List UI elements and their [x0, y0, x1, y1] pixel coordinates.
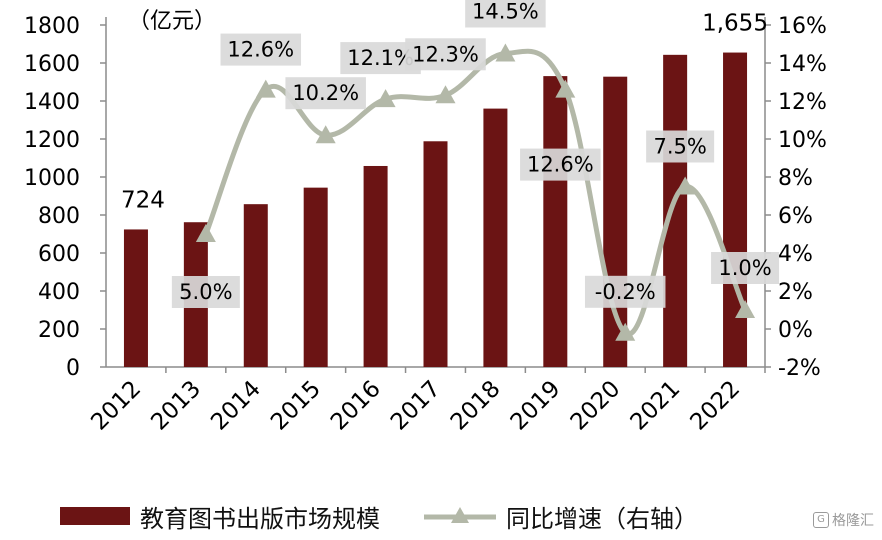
growth-data-label: 12.3%: [412, 42, 479, 66]
right-tick-label: 16%: [778, 14, 827, 39]
bar: [723, 52, 748, 368]
legend: 教育图书出版市场规模 同比增速（右轴）: [60, 496, 850, 536]
right-tick-label: 6%: [778, 204, 813, 229]
growth-data-label: 5.0%: [179, 280, 232, 304]
bar: [603, 76, 628, 368]
growth-data-label: 10.2%: [292, 81, 359, 105]
legend-bar-swatch: [60, 507, 130, 525]
right-tick-label: 12%: [778, 90, 827, 115]
left-tick-label: 800: [38, 204, 80, 229]
growth-label-box: [405, 38, 486, 71]
growth-data-label: 12.1%: [347, 46, 414, 70]
right-tick-label: 2%: [778, 280, 813, 305]
growth-data-label: 12.6%: [527, 153, 594, 177]
x-tick-label: 2014: [206, 376, 266, 436]
growth-marker: [375, 89, 396, 108]
growth-label-box: [171, 276, 240, 308]
growth-label-box: [584, 275, 666, 308]
growth-marker: [255, 79, 276, 98]
growth-data-label: 14.5%: [472, 0, 539, 24]
growth-label-box: [646, 130, 715, 163]
left-tick-label: 1800: [24, 14, 80, 39]
x-tick-label: 2016: [326, 376, 386, 436]
right-tick-label: 10%: [778, 128, 827, 153]
left-axis: （亿元）: [128, 9, 216, 34]
left-tick-label: 1400: [24, 90, 80, 115]
growth-marker: [435, 85, 456, 104]
growth-marker: [675, 176, 696, 195]
growth-data-label: -0.2%: [595, 280, 656, 304]
growth-marker: [195, 224, 216, 242]
growth-marker: [315, 125, 336, 144]
right-tick-label: 14%: [778, 52, 827, 77]
left-axis-unit: （亿元）: [128, 9, 216, 34]
growth-label-box: [711, 252, 780, 284]
left-tick-label: 200: [38, 318, 80, 343]
bar: [243, 204, 268, 367]
x-tick-label: 2019: [506, 376, 566, 436]
bar: [543, 76, 568, 368]
bar-data-label: 1,655: [702, 11, 768, 37]
bar: [363, 165, 388, 367]
x-tick-label: 2018: [446, 376, 506, 436]
growth-data-label: 1.0%: [718, 256, 771, 280]
left-tick-label: 400: [38, 280, 80, 305]
x-tick-label: 2013: [146, 376, 206, 436]
growth-label-box: [520, 148, 601, 181]
right-tick-label: 8%: [778, 166, 813, 191]
bar: [303, 187, 328, 367]
chart-canvas: （亿元） 0 200 400 600 800 1000 1200 1400 1600 1800 -2…: [24, 0, 827, 436]
right-tick-label: -2%: [778, 356, 821, 381]
left-tick-label: 1200: [24, 128, 80, 153]
legend-line-label: 同比增速（右轴）: [506, 504, 698, 533]
growth-data-label: 12.6%: [227, 38, 294, 62]
left-tick-label: 0: [66, 356, 80, 381]
watermark: G 格隆汇: [813, 510, 874, 530]
bar-data-label: 724: [121, 187, 165, 213]
growth-marker: [735, 300, 756, 318]
growth-label-box: [285, 77, 366, 110]
growth-label-box: [465, 0, 546, 28]
right-tick-label: 4%: [778, 242, 813, 267]
growth-marker: [555, 79, 576, 98]
watermark-text: 格隆汇: [832, 513, 874, 529]
bar: [483, 108, 508, 367]
x-tick-label: 2022: [686, 376, 746, 436]
growth-marker: [615, 322, 636, 341]
x-tick-label: 2012: [86, 376, 146, 436]
x-tick-label: 2017: [386, 376, 446, 436]
left-tick-label: 1600: [24, 52, 80, 77]
legend-item-line: 同比增速（右轴）: [422, 499, 698, 534]
growth-label-box: [220, 33, 302, 66]
growth-data-label: 7.5%: [653, 135, 706, 159]
right-tick-label: 0%: [778, 318, 813, 343]
bar: [123, 229, 148, 367]
growth-marker: [495, 43, 516, 62]
left-tick-label: 1000: [24, 166, 80, 191]
legend-item-bars: 教育图书出版市场规模: [60, 499, 380, 534]
legend-bar-label: 教育图书出版市场规模: [140, 504, 380, 533]
plot-area: 0 200 400 600 800 1000 1200 1400 1600 1800 -2% 0% 2%…: [24, 0, 827, 436]
x-tick-label: 2020: [566, 376, 626, 436]
bar: [663, 54, 688, 368]
legend-line-swatch: [424, 507, 496, 523]
x-tick-label: 2021: [626, 376, 686, 436]
x-tick-label: 2015: [266, 376, 326, 436]
left-tick-label: 600: [38, 242, 80, 267]
watermark-logo-icon: G: [813, 512, 829, 528]
bar: [423, 141, 448, 367]
